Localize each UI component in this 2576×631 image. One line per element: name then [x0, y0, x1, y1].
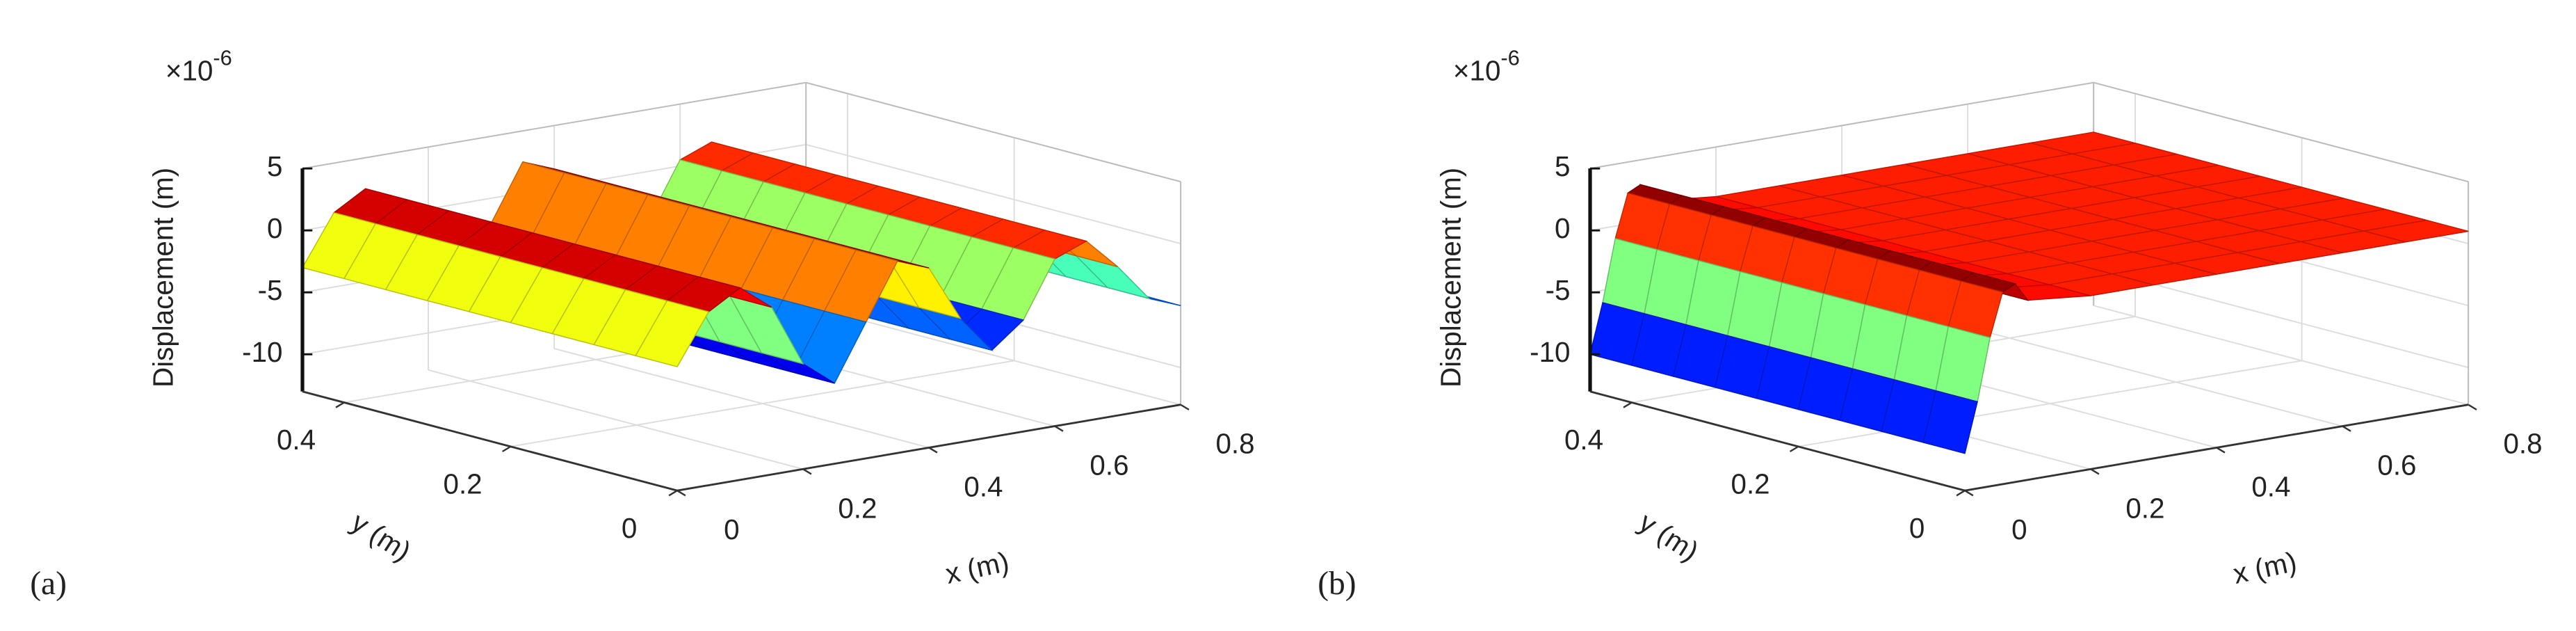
panel-label: (b): [1318, 566, 1356, 602]
x-tick: [2090, 468, 2100, 475]
z-tick-label: 0: [1555, 212, 1570, 244]
z-multiplier: ×10-6: [165, 46, 232, 86]
y-axis: [302, 390, 678, 492]
x-tick-label: 0.2: [838, 492, 877, 524]
x-tick: [1180, 404, 1190, 410]
z-tick-label: 5: [267, 150, 282, 182]
x-tick: [802, 468, 812, 475]
z-multiplier: ×10-6: [1453, 46, 1520, 86]
x-tick: [2216, 447, 2226, 454]
grid-line: [553, 348, 930, 449]
surface-patch: [635, 300, 710, 367]
grid-line: [428, 369, 804, 470]
y-tick-label: 0.4: [277, 424, 316, 456]
x-tick: [1054, 425, 1064, 432]
x-tick-label: 0: [724, 513, 739, 545]
x-tick-label: 0.8: [1215, 428, 1254, 460]
y-axis-label: y (m): [1633, 506, 1704, 568]
x-tick: [928, 447, 938, 454]
grid-line: [1967, 326, 2343, 427]
y-tick-label: 0.2: [444, 468, 483, 500]
y-tick: [501, 445, 512, 453]
grid-line: [510, 360, 1014, 447]
z-axis-label: Displacement (m): [147, 168, 179, 388]
z-tick-label: -5: [1546, 274, 1571, 306]
box-edge: [805, 81, 1181, 183]
x-tick: [1964, 490, 1974, 497]
y-tick-label: 0.4: [1564, 424, 1603, 456]
x-tick-label: 0.4: [964, 470, 1003, 502]
box-edge: [2093, 81, 2469, 183]
grid-line: [2093, 305, 2469, 406]
z-multiplier-base: ×10: [165, 54, 213, 86]
box-edge: [302, 81, 807, 170]
z-axis-label: Displacement (m): [1435, 168, 1467, 388]
x-tick-label: 0.6: [1089, 449, 1128, 481]
z-multiplier-exponent: -6: [1500, 46, 1519, 70]
x-tick-label: 0.2: [2125, 492, 2164, 524]
x-tick-label: 0.8: [2503, 428, 2542, 460]
z-tick-label: 0: [267, 212, 282, 244]
x-axis-label: x (m): [2230, 545, 2299, 590]
x-tick-label: 0: [2011, 513, 2027, 545]
y-tick-label: 0: [1909, 512, 1925, 544]
z-tick-label: -10: [1530, 336, 1570, 368]
z-tick-label: 5: [1555, 150, 1570, 182]
y-tick: [1789, 445, 1799, 453]
x-tick-label: 0.4: [2251, 470, 2290, 502]
y-tick: [335, 401, 345, 408]
z-multiplier-base: ×10: [1453, 54, 1500, 86]
x-tick: [677, 490, 686, 497]
grid-line: [805, 143, 1181, 245]
y-tick: [1623, 401, 1633, 408]
grid-line: [805, 305, 1181, 406]
y-tick-label: 0: [622, 512, 637, 544]
box-edge: [1589, 81, 2094, 170]
y-tick: [668, 490, 678, 497]
y-axis-label: y (m): [346, 506, 416, 568]
y-axis: [1589, 390, 1966, 492]
z-multiplier-exponent: -6: [213, 46, 232, 70]
panel-label: (a): [30, 566, 67, 602]
surface-patch: [1922, 390, 1978, 454]
x-axis-label: x (m): [943, 545, 1012, 590]
x-tick: [2342, 425, 2351, 432]
x-tick: [2468, 404, 2477, 410]
z-tick-label: -10: [242, 336, 282, 368]
grid-line: [1798, 360, 2302, 447]
x-tick-label: 0.6: [2377, 449, 2416, 481]
y-tick: [1956, 490, 1966, 497]
z-tick-label: -5: [258, 274, 283, 306]
y-tick-label: 0.2: [1731, 468, 1770, 500]
